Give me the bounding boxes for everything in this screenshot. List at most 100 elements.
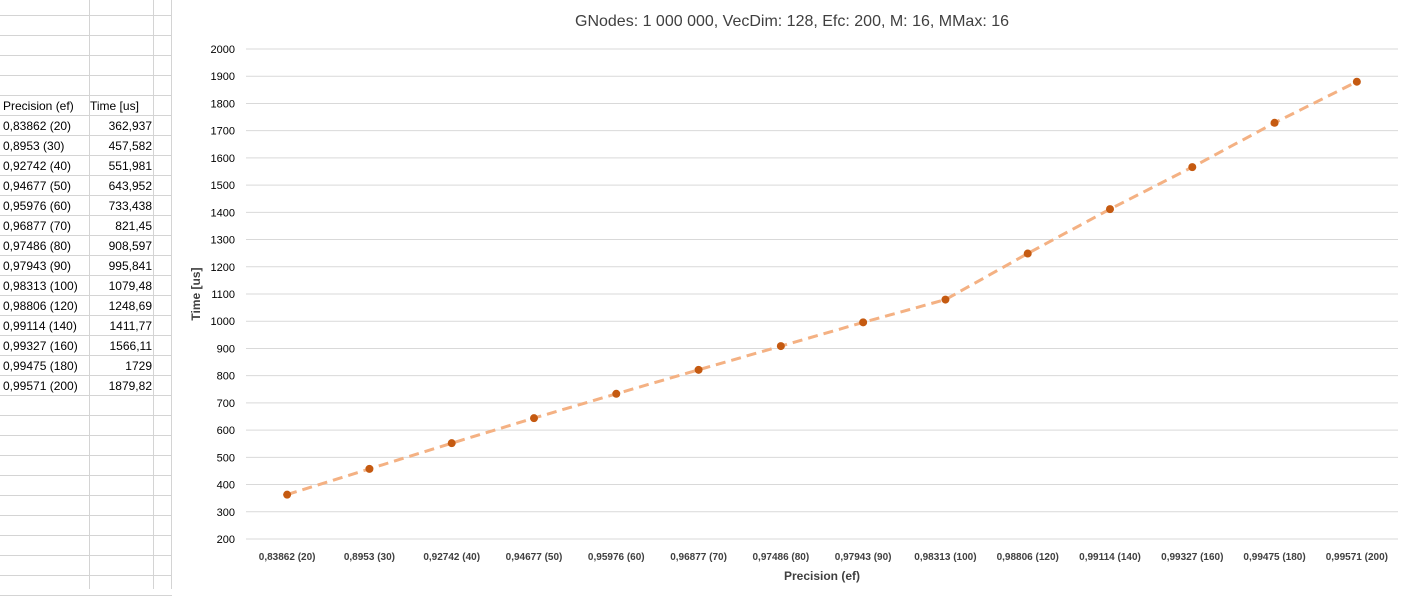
header-cell-precision[interactable]: Precision (ef)	[3, 99, 74, 113]
precision-cell[interactable]: 0,99571 (200)	[3, 379, 78, 393]
time-cell[interactable]: 643,952	[108, 179, 152, 193]
sheet-row-border	[0, 155, 172, 156]
precision-cell[interactable]: 0,99327 (160)	[3, 339, 78, 353]
data-point	[283, 490, 292, 499]
sheet-row-border	[0, 195, 172, 196]
time-cell[interactable]: 1729	[125, 359, 152, 373]
y-tick-label: 1300	[211, 235, 235, 247]
sheet-row-border	[0, 555, 172, 556]
precision-cell[interactable]: 0,94677 (50)	[3, 179, 72, 193]
sheet-row-border	[0, 375, 172, 376]
time-cell[interactable]: 908,597	[108, 239, 152, 253]
precision-cell[interactable]: 0,99114 (140)	[3, 319, 77, 333]
sheet-row-border	[0, 395, 172, 396]
sheet-row-border	[0, 135, 172, 136]
time-cell[interactable]: 821,45	[115, 219, 152, 233]
sheet-row-border	[0, 535, 172, 536]
x-axis-ticks: 0,83862 (20) 0,8953 (30) 0,92742 (40) 0,946…	[259, 552, 1388, 563]
precision-cell[interactable]: 0,83862 (20)	[3, 119, 72, 133]
y-tick-label: 1000	[211, 316, 235, 328]
y-axis-label: Time [us]	[189, 267, 203, 320]
precision-cell[interactable]: 0,8953 (30)	[3, 139, 65, 153]
y-tick-label: 1800	[211, 98, 235, 110]
sheet-row-border	[0, 295, 172, 296]
data-point	[694, 365, 703, 374]
sheet-row-border	[0, 115, 172, 116]
x-tick-label: 0,98806 (120)	[997, 552, 1059, 563]
time-cell[interactable]: 1566,11	[109, 339, 153, 353]
y-tick-label: 900	[217, 343, 235, 355]
y-tick-label: 300	[217, 507, 235, 519]
sheet-row-border	[0, 235, 172, 236]
precision-cell[interactable]: 0,92742 (40)	[3, 159, 72, 173]
precision-cell[interactable]: 0,96877 (70)	[3, 219, 72, 233]
x-tick-label: 0,94677 (50)	[506, 552, 563, 563]
y-tick-label: 1100	[211, 289, 235, 301]
precision-cell[interactable]: 0,95976 (60)	[3, 199, 72, 213]
y-tick-label: 500	[217, 452, 235, 464]
time-cell[interactable]: 733,438	[108, 199, 152, 213]
y-tick-label: 600	[217, 425, 235, 437]
time-cell[interactable]: 1411,77	[109, 319, 153, 333]
x-tick-label: 0,8953 (30)	[344, 552, 395, 563]
x-tick-label: 0,92742 (40)	[423, 552, 480, 563]
y-tick-label: 1200	[211, 262, 235, 274]
series-line	[286, 80, 1358, 497]
data-point	[1023, 249, 1032, 258]
sheet-row-border	[0, 255, 172, 256]
data-point	[1352, 77, 1361, 86]
y-tick-label: 200	[217, 534, 235, 546]
time-cell[interactable]: 995,841	[108, 259, 152, 273]
sheet-row-border	[0, 215, 172, 216]
sheet-column-border	[89, 0, 90, 589]
y-tick-label: 400	[217, 480, 235, 492]
y-tick-label: 1500	[211, 180, 235, 192]
sheet-row-border	[0, 315, 172, 316]
header-cell-time[interactable]: Time [us]	[90, 99, 139, 113]
sheet-row-border	[0, 275, 172, 276]
y-tick-label: 2000	[211, 44, 235, 56]
precision-cell[interactable]: 0,99475 (180)	[3, 359, 78, 373]
x-axis-label: Precision (ef)	[784, 569, 860, 583]
precision-cell[interactable]: 0,98313 (100)	[3, 279, 78, 293]
time-cell[interactable]: 1248,69	[108, 299, 152, 313]
x-tick-label: 0,99475 (180)	[1243, 552, 1305, 563]
y-tick-label: 1400	[211, 207, 235, 219]
sheet-row-border	[0, 55, 172, 56]
y-tick-label: 1700	[211, 126, 235, 138]
sheet-row-border	[0, 455, 172, 456]
data-points	[283, 77, 1361, 499]
data-point	[1270, 118, 1279, 127]
y-tick-label: 1600	[211, 153, 235, 165]
sheet-row-border	[0, 495, 172, 496]
precision-cell[interactable]: 0,98806 (120)	[3, 299, 78, 313]
x-tick-label: 0,97943 (90)	[835, 552, 892, 563]
sheet-row-border	[0, 75, 172, 76]
precision-cell[interactable]: 0,97943 (90)	[3, 259, 72, 273]
sheet-row-border	[0, 355, 172, 356]
sheet-row-border	[0, 575, 172, 576]
sheet-row-border	[0, 475, 172, 476]
data-point	[612, 389, 621, 398]
time-cell[interactable]: 551,981	[108, 159, 152, 173]
x-tick-label: 0,83862 (20)	[259, 552, 316, 563]
time-cell[interactable]: 1879,82	[108, 379, 152, 393]
x-tick-label: 0,96877 (70)	[670, 552, 727, 563]
data-point	[447, 439, 456, 448]
sheet-row-border	[0, 515, 172, 516]
chart: GNodes: 1 000 000, VecDim: 128, Efc: 200…	[189, 13, 1398, 583]
x-tick-label: 0,97486 (80)	[752, 552, 809, 563]
y-tick-label: 1900	[211, 71, 235, 83]
sheet-row-border	[0, 175, 172, 176]
time-cell[interactable]: 457,582	[108, 139, 152, 153]
sheet-row-border	[0, 415, 172, 416]
data-point	[365, 464, 374, 473]
precision-cell[interactable]: 0,97486 (80)	[3, 239, 72, 253]
sheet-row-border	[0, 95, 172, 96]
sheet-row-border	[0, 35, 172, 36]
sheet-row-border	[0, 15, 172, 16]
x-tick-label: 0,99327 (160)	[1161, 552, 1223, 563]
time-cell[interactable]: 1079,48	[108, 279, 152, 293]
time-cell[interactable]: 362,937	[108, 119, 152, 133]
gridlines	[246, 48, 1398, 540]
